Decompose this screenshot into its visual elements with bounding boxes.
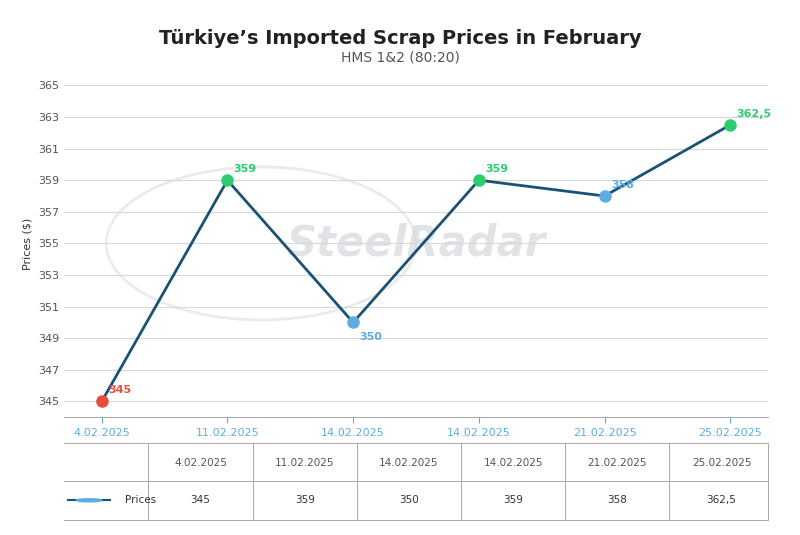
Circle shape	[76, 499, 102, 502]
Text: HMS 1&2 (80:20): HMS 1&2 (80:20)	[341, 51, 459, 65]
Text: 350: 350	[399, 495, 419, 506]
Text: 362,5: 362,5	[737, 109, 772, 119]
Text: 345: 345	[108, 385, 131, 395]
Text: 14.02.2025: 14.02.2025	[483, 457, 543, 468]
Text: 11.02.2025: 11.02.2025	[275, 457, 334, 468]
Text: 358: 358	[611, 180, 634, 190]
Text: 14.02.2025: 14.02.2025	[379, 457, 438, 468]
Text: 345: 345	[190, 495, 210, 506]
Text: 4.02.2025: 4.02.2025	[174, 457, 227, 468]
Text: 362,5: 362,5	[706, 495, 737, 506]
Text: 359: 359	[503, 495, 523, 506]
Text: 358: 358	[607, 495, 627, 506]
Text: 350: 350	[359, 332, 382, 342]
Text: 359: 359	[234, 164, 257, 174]
Text: 25.02.2025: 25.02.2025	[692, 457, 751, 468]
Text: SteelRadar: SteelRadar	[286, 223, 546, 264]
Text: Prices: Prices	[125, 495, 156, 506]
Text: 21.02.2025: 21.02.2025	[587, 457, 647, 468]
Y-axis label: Prices ($): Prices ($)	[22, 217, 32, 270]
Text: 359: 359	[295, 495, 314, 506]
Text: 359: 359	[485, 164, 508, 174]
Text: Türkiye’s Imported Scrap Prices in February: Türkiye’s Imported Scrap Prices in Febru…	[158, 29, 642, 49]
